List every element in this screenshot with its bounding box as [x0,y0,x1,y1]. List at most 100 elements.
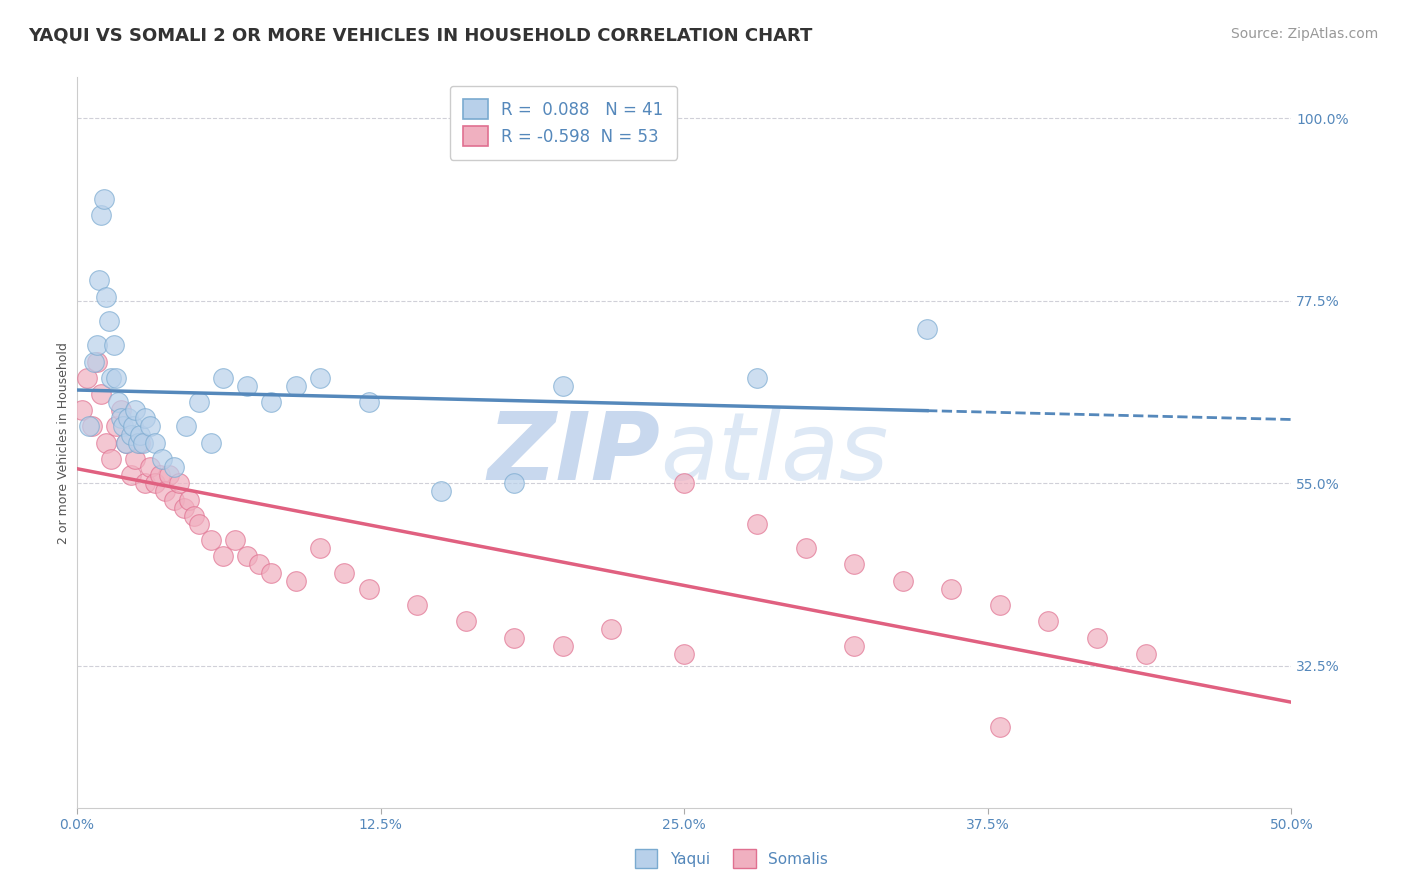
Point [80,419,103,434]
Point [124,403,146,417]
Point [284,379,307,393]
Point [134,411,156,425]
Point [110,411,132,425]
Point [153,484,176,499]
Point [103,338,125,352]
Point [176,419,198,434]
Point [1135,647,1157,661]
Point [1085,631,1108,645]
Point [107,395,129,409]
Point [96,290,118,304]
Point [143,435,166,450]
Point [745,371,768,385]
Point [104,419,127,434]
Point [87,273,110,287]
Point [167,476,190,491]
Point [333,566,356,580]
Point [551,379,574,393]
Point [430,484,453,499]
Point [149,468,172,483]
Point [173,500,195,515]
Point [77,419,100,434]
Point [673,476,696,491]
Point [357,582,380,596]
Point [127,435,149,450]
Point [551,639,574,653]
Point [309,371,332,385]
Point [90,387,112,401]
Point [357,395,380,409]
Point [83,354,105,368]
Text: atlas: atlas [659,409,889,500]
Point [1038,615,1060,629]
Text: Source: ZipAtlas.com: Source: ZipAtlas.com [1230,27,1378,41]
Point [260,395,283,409]
Point [163,460,186,475]
Point [157,468,180,483]
Point [200,533,222,548]
Point [503,631,526,645]
Point [503,476,526,491]
Point [236,549,259,564]
Point [139,460,162,475]
Point [224,533,246,548]
Point [260,566,283,580]
Point [93,192,115,206]
Point [120,468,142,483]
Point [891,574,914,588]
Legend: R =  0.088   N = 41, R = -0.598  N = 53: R = 0.088 N = 41, R = -0.598 N = 53 [450,86,676,160]
Text: ZIP: ZIP [486,408,659,500]
Point [114,435,136,450]
Point [284,574,307,588]
Point [122,419,145,434]
Point [134,476,156,491]
Point [129,427,152,442]
Point [187,395,209,409]
Point [110,403,132,417]
Point [309,541,332,556]
Point [988,720,1011,734]
Point [600,623,623,637]
Point [211,549,233,564]
Point [90,209,112,223]
Point [988,598,1011,612]
Point [844,558,866,572]
Point [70,403,93,417]
Point [200,435,222,450]
Point [163,492,186,507]
Point [143,476,166,491]
Legend: Yaqui, Somalis: Yaqui, Somalis [627,841,835,875]
Point [915,322,938,336]
Point [941,582,963,596]
Point [117,411,139,425]
Point [114,435,136,450]
Point [844,639,866,653]
Point [129,435,152,450]
Point [97,314,120,328]
Point [131,435,153,450]
Point [236,379,259,393]
Point [76,371,98,385]
Point [150,452,173,467]
Point [187,516,209,531]
Point [673,647,696,661]
Point [104,371,127,385]
Point [100,452,122,467]
Text: YAQUI VS SOMALI 2 OR MORE VEHICLES IN HOUSEHOLD CORRELATION CHART: YAQUI VS SOMALI 2 OR MORE VEHICLES IN HO… [28,27,813,45]
Point [120,427,142,442]
Point [454,615,477,629]
Point [177,492,200,507]
Point [112,419,135,434]
Point [124,452,146,467]
Y-axis label: 2 or more Vehicles in Household: 2 or more Vehicles in Household [58,342,70,543]
Point [100,371,122,385]
Point [86,354,108,368]
Point [247,558,270,572]
Point [794,541,817,556]
Point [96,435,118,450]
Point [86,338,108,352]
Point [139,419,162,434]
Point [211,371,233,385]
Point [183,508,205,523]
Point [406,598,429,612]
